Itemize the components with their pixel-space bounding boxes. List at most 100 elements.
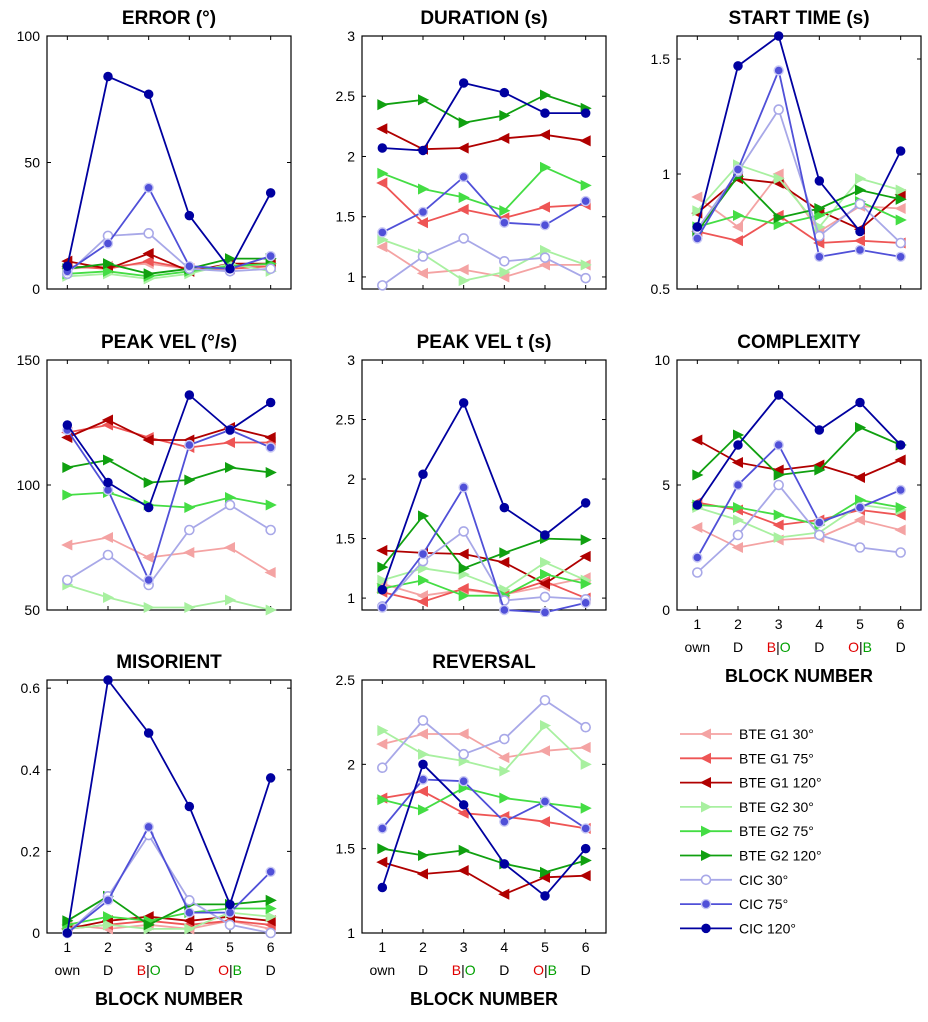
subplot-title: COMPLEXITY bbox=[737, 332, 861, 353]
marker-bte-g1-75deg bbox=[416, 785, 428, 797]
marker-bte-g2-30deg bbox=[540, 556, 552, 568]
subplot-title: PEAK VEL (°/s) bbox=[101, 332, 237, 353]
marker-bte-g2-120deg bbox=[418, 94, 430, 106]
x-tick-label: 4 bbox=[500, 939, 508, 955]
marker-cic-75deg bbox=[814, 251, 825, 262]
marker-cic-75deg bbox=[143, 821, 154, 833]
marker-cic-120deg bbox=[62, 420, 73, 430]
series-line-cic-30deg bbox=[696, 484, 901, 574]
series-line-cic-120deg bbox=[381, 763, 587, 897]
series-line-bte-g2-120deg bbox=[382, 94, 586, 124]
y-tick-label: 1 bbox=[347, 269, 355, 285]
marker-bte-g2-30deg bbox=[499, 765, 511, 777]
series-line-bte-g2-30deg bbox=[697, 504, 901, 539]
marker-cic-120deg bbox=[62, 928, 73, 938]
marker-bte-g2-75deg bbox=[580, 802, 592, 814]
marker-cic-75deg bbox=[499, 604, 510, 616]
series-line-bte-g2-30deg bbox=[382, 561, 587, 591]
marker-bte-g1-75deg bbox=[772, 519, 784, 531]
series-cic-120deg bbox=[377, 78, 591, 156]
y-tick-label: 0 bbox=[32, 925, 40, 941]
marker-bte-g2-120deg bbox=[499, 109, 511, 122]
marker-bte-g2-120deg bbox=[855, 421, 867, 434]
marker-bte-g2-120deg bbox=[701, 849, 713, 862]
x-tick-label: 5 bbox=[541, 939, 549, 955]
subplot-title: DURATION (s) bbox=[420, 8, 547, 29]
marker-bte-g1-30deg bbox=[376, 241, 388, 253]
marker-bte-g1-120deg bbox=[457, 548, 469, 560]
marker-cic-75deg bbox=[377, 602, 388, 613]
marker-bte-g1-75deg bbox=[853, 235, 865, 247]
condition-label-part: | bbox=[776, 639, 780, 655]
x-tick-label: 6 bbox=[582, 939, 590, 955]
subplot-title: START TIME (s) bbox=[728, 8, 869, 29]
series-line-cic-30deg bbox=[381, 237, 587, 287]
series-line-bte-g1-120deg bbox=[696, 439, 902, 479]
marker-cic-120deg bbox=[62, 261, 73, 271]
marker-cic-120deg bbox=[499, 87, 510, 98]
marker-cic-120deg bbox=[377, 585, 388, 595]
y-tick-label: 100 bbox=[17, 477, 41, 493]
marker-bte-g1-75deg bbox=[538, 201, 550, 213]
marker-cic-120deg bbox=[814, 425, 825, 435]
legend-label: BTE G2 75° bbox=[739, 823, 814, 839]
y-tick-label: 0 bbox=[32, 281, 40, 297]
series-line-bte-g2-120deg bbox=[696, 426, 902, 476]
marker-bte-g1-30deg bbox=[223, 541, 235, 554]
series-line-bte-g1-30deg bbox=[67, 536, 272, 574]
y-tick-label: 1.5 bbox=[336, 531, 356, 547]
marker-cic-120deg bbox=[895, 440, 906, 450]
marker-bte-g2-120deg bbox=[265, 894, 277, 906]
legend-label: BTE G1 75° bbox=[739, 750, 814, 766]
marker-cic-30deg bbox=[539, 694, 551, 706]
marker-cic-120deg bbox=[418, 469, 428, 480]
marker-bte-g2-120deg bbox=[377, 843, 389, 855]
marker-cic-30deg bbox=[458, 748, 469, 760]
series-line-cic-75deg bbox=[696, 69, 901, 258]
marker-bte-g1-120deg bbox=[416, 868, 428, 880]
marker-bte-g2-120deg bbox=[225, 253, 237, 265]
condition-label: D bbox=[814, 639, 824, 655]
series-line-cic-120deg bbox=[66, 75, 272, 270]
series-line-bte-g2-120deg bbox=[382, 847, 586, 874]
condition-label-part: D bbox=[581, 962, 591, 978]
series-line-cic-75deg bbox=[66, 186, 271, 273]
condition-label-part: D bbox=[103, 962, 113, 978]
subplot-peak-vel-deg-s: PEAK VEL (°/s) 50 100 150 bbox=[17, 332, 292, 618]
y-tick-label: 0 bbox=[662, 602, 670, 618]
marker-cic-75deg bbox=[814, 517, 825, 528]
marker-bte-g2-120deg bbox=[458, 562, 470, 574]
condition-label-part: O bbox=[533, 962, 544, 978]
series-bte-g2-75deg bbox=[377, 161, 592, 217]
marker-bte-g1-30deg bbox=[691, 191, 703, 203]
condition-label-part: own bbox=[54, 962, 80, 978]
x-tick-label: 4 bbox=[815, 616, 823, 632]
marker-bte-g2-75deg bbox=[895, 214, 907, 226]
marker-bte-g2-120deg bbox=[773, 212, 785, 224]
marker-cic-75deg bbox=[700, 898, 712, 910]
marker-cic-120deg bbox=[143, 728, 154, 738]
condition-label: B|O bbox=[137, 962, 161, 978]
series-cic-30deg bbox=[377, 694, 591, 774]
series-line-bte-g1-30deg bbox=[381, 246, 586, 278]
subplot-duration-s: DURATION (s) 1 1.5 2 2.5 3 bbox=[336, 8, 607, 291]
marker-bte-g1-120deg bbox=[894, 454, 906, 466]
series-line-bte-g1-120deg bbox=[382, 549, 587, 585]
series-cic-120deg bbox=[62, 71, 276, 274]
series-line-bte-g2-30deg bbox=[67, 584, 271, 611]
y-tick-label: 1.5 bbox=[336, 841, 356, 857]
marker-bte-g1-30deg bbox=[376, 738, 388, 750]
marker-cic-75deg bbox=[692, 233, 703, 244]
condition-label: own bbox=[54, 962, 80, 978]
series-line-bte-g2-120deg bbox=[67, 459, 271, 484]
marker-cic-30deg bbox=[539, 252, 551, 263]
condition-label-part: O bbox=[150, 962, 161, 978]
condition-label: B|O bbox=[452, 962, 476, 978]
marker-cic-30deg bbox=[377, 762, 388, 774]
condition-label-part: own bbox=[369, 962, 395, 978]
legend: BTE G1 30° BTE G1 75° BTE G1 120° BTE G2 30… bbox=[680, 726, 822, 936]
condition-label-part: O bbox=[218, 962, 229, 978]
condition-label-part: D bbox=[733, 639, 743, 655]
series-bte-g2-30deg bbox=[377, 556, 592, 596]
